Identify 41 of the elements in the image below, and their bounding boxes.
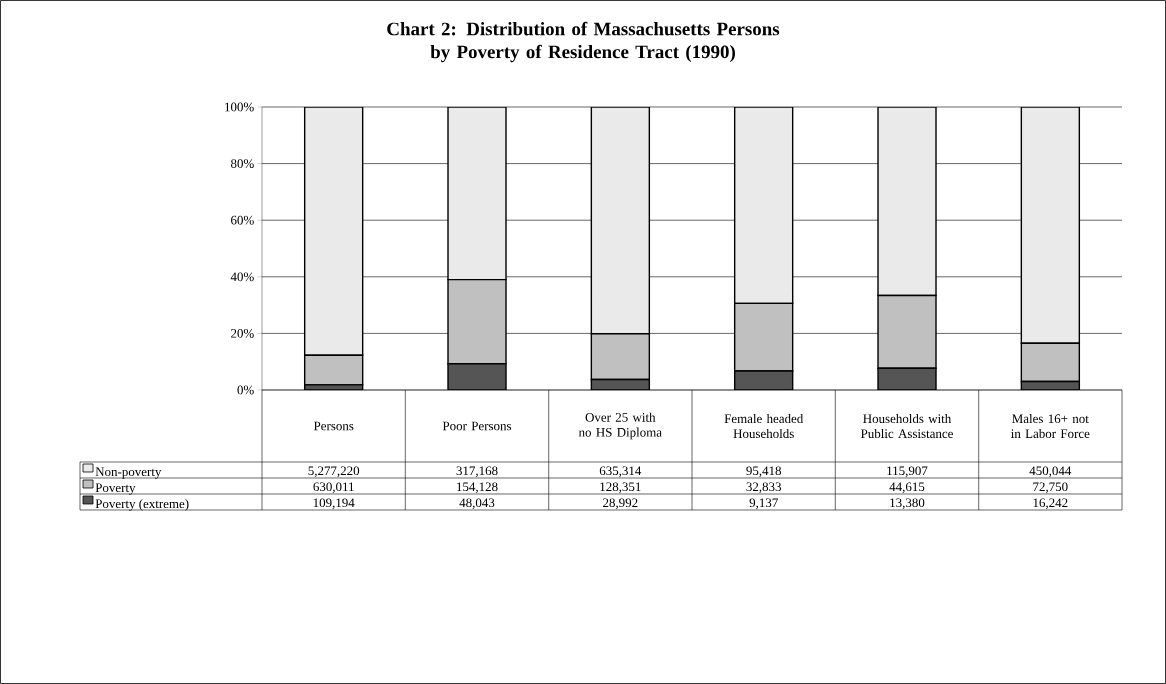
bar [303, 107, 364, 356]
text: 109,194 [313, 498, 355, 509]
y-tick-label: 100% [225, 102, 254, 112]
bar [1020, 107, 1081, 345]
text: 630,011 [313, 482, 354, 493]
x-tick-label: Persons [313, 421, 354, 431]
bar [877, 107, 937, 297]
x-tick-label: Female headed Households [724, 413, 804, 439]
legend-label: Non-poverty [95, 467, 162, 479]
text: 44,615 [889, 482, 925, 493]
text: 115,907 [887, 466, 928, 477]
text: 635,314 [599, 466, 642, 477]
text: 95,418 [746, 466, 782, 477]
x-tick-label: Households with Public Assistance [860, 413, 953, 439]
legend-label: Poverty (extreme) [95, 499, 189, 511]
text: 5,277,220 [308, 466, 360, 477]
y-tick-label: 80% [231, 159, 254, 168]
text: 13,380 [890, 498, 925, 509]
bar [590, 107, 651, 335]
text: 317,168 [456, 466, 498, 477]
y-tick-label: 0% [237, 385, 254, 395]
text: 16,242 [1033, 498, 1068, 509]
y-tick-label: 60% [231, 215, 254, 225]
text: 9,137 [749, 498, 778, 509]
text: 154,128 [457, 482, 498, 493]
text: 72,750 [1033, 482, 1068, 493]
text: 128,351 [600, 482, 641, 493]
x-tick-label: Poor Persons [442, 421, 512, 431]
x-tick-label: Over 25 with no HS Diploma [578, 412, 662, 440]
legend-label: Poverty [95, 483, 136, 495]
y-tick-label: 40% [230, 272, 254, 282]
text: 28,992 [603, 498, 638, 509]
chart-title: Chart 2: Distribution of Massachusetts Persons by Poverty of Residence Tract (1990) [387, 21, 780, 63]
text: 48,043 [459, 498, 495, 509]
text: 450,044 [1029, 466, 1072, 477]
bar [733, 107, 794, 305]
text: 32,833 [746, 482, 782, 493]
bar [447, 362, 507, 390]
y-tick-label: 20% [231, 329, 254, 338]
x-tick-label: Males 16+ not in Labor Force [1011, 413, 1090, 439]
bar [447, 107, 507, 281]
